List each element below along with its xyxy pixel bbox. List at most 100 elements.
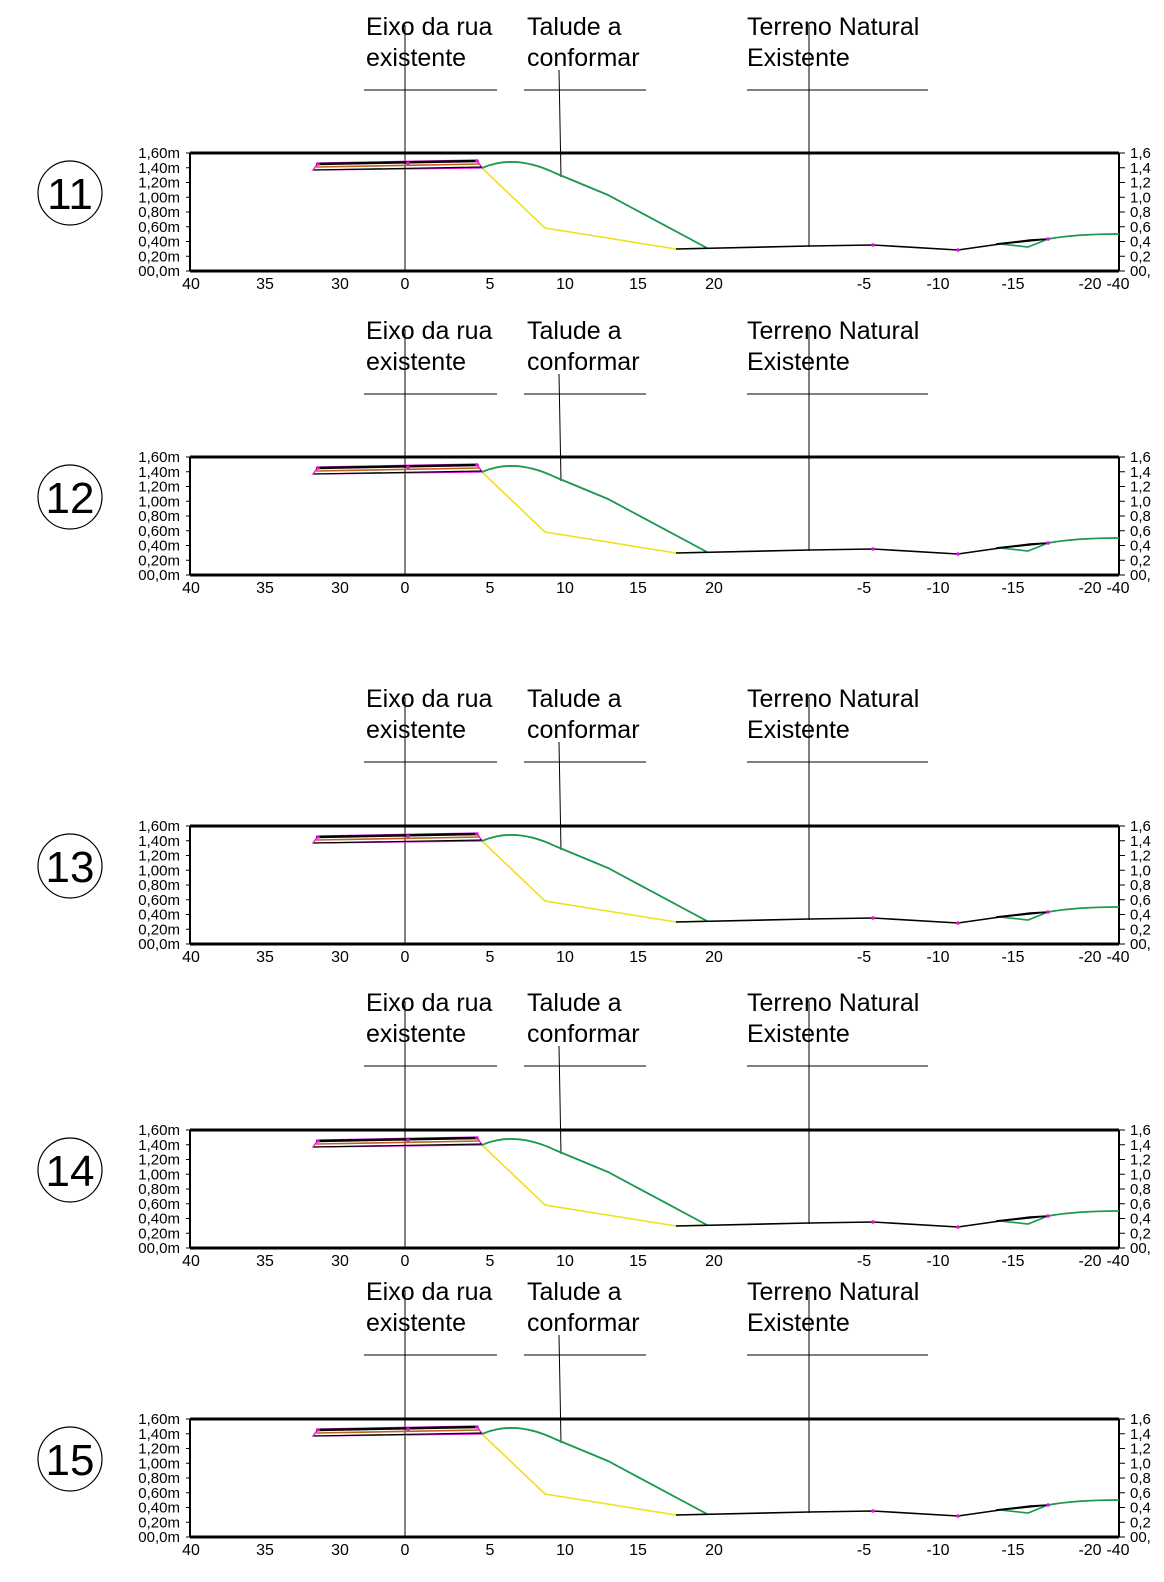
y-label-left: 1,00m [138, 1455, 180, 1472]
road-axis-label-2: existente [366, 1309, 466, 1337]
slope-label: Talude a [527, 685, 622, 713]
vertex-marker [871, 243, 875, 247]
y-label-right: 1,4 [1130, 1137, 1151, 1154]
x-tick-label: -15 [1001, 1253, 1024, 1270]
y-label-right: 1,4 [1130, 464, 1151, 481]
x-tick-label: 0 [401, 276, 410, 293]
vertex-marker [956, 552, 960, 556]
ditch-green [999, 1504, 1049, 1514]
x-tick-label: -20 [1078, 1542, 1101, 1559]
y-label-left: 0,60m [138, 523, 180, 540]
vertex-marker [316, 1139, 320, 1143]
x-tick-label: 0 [401, 1253, 410, 1270]
x-tick-label: -40 [1106, 580, 1129, 597]
x-tick-label: -40 [1106, 1542, 1129, 1559]
existing-terrain-right [1047, 233, 1120, 240]
existing-terrain-right [1047, 1210, 1120, 1217]
x-tick-label: -15 [1001, 1542, 1024, 1559]
vertex-marker [406, 465, 410, 469]
vertex-marker [871, 1509, 875, 1513]
x-tick-label: -20 [1078, 949, 1101, 966]
ditch-black [995, 911, 1049, 918]
y-label-right: 0,6 [1130, 1196, 1151, 1213]
ditch-black [995, 238, 1049, 245]
x-tick-label: 10 [556, 949, 574, 966]
x-tick-label: -10 [926, 580, 949, 597]
y-label-left: 0,40m [138, 1211, 180, 1228]
y-label-right: 1,0 [1130, 1166, 1151, 1183]
pavement-subbase [313, 470, 483, 475]
road-axis-label-2: existente [366, 348, 466, 376]
road-axis-label-2: existente [366, 1020, 466, 1048]
y-label-right: 0,8 [1130, 508, 1151, 525]
y-label-left: 1,20m [138, 175, 180, 192]
pavement-top [315, 463, 479, 470]
x-tick-label: 20 [705, 1542, 723, 1559]
road-axis-label: Eixo da rua [366, 989, 493, 1017]
y-label-right: 0,6 [1130, 1485, 1151, 1502]
x-tick-label: -10 [926, 949, 949, 966]
existing-terrain-left [481, 465, 708, 553]
y-label-left: 0,40m [138, 234, 180, 251]
terrain-label-2: Existente [747, 1309, 850, 1337]
x-tick-label: 35 [256, 580, 274, 597]
x-tick-label: 40 [182, 949, 200, 966]
y-label-left: 0,20m [138, 1225, 180, 1242]
slope-label: Talude a [527, 989, 622, 1017]
vertex-marker [475, 1136, 479, 1140]
y-label-left: 0,60m [138, 1196, 180, 1213]
y-label-right: 1,2 [1130, 479, 1151, 496]
y-label-right: 1,6 [1130, 1411, 1151, 1428]
y-label-right: 0,6 [1130, 892, 1151, 909]
y-label-right: 1,4 [1130, 833, 1151, 850]
pavement-subbase [313, 839, 483, 844]
y-label-right: 0,4 [1130, 234, 1151, 251]
x-tick-label: 15 [629, 949, 647, 966]
y-label-left: 00,0m [138, 936, 180, 953]
y-label-left: 00,0m [138, 567, 180, 584]
y-label-left: 1,40m [138, 1426, 180, 1443]
terrain-label: Terreno Natural [747, 685, 919, 713]
design-slope-line [481, 167, 708, 250]
slope-label-2: conformar [527, 1020, 640, 1048]
y-label-left: 0,20m [138, 248, 180, 265]
pavement-base [315, 467, 481, 472]
y-label-right: 0,8 [1130, 1181, 1151, 1198]
x-tick-label: 0 [401, 580, 410, 597]
slope-leader [558, 1045, 562, 1155]
vertex-marker [316, 1428, 320, 1432]
x-tick-label: 40 [182, 580, 200, 597]
y-label-left: 1,60m [138, 1411, 180, 1428]
section-number: 12 [46, 474, 95, 523]
y-label-left: 1,00m [138, 189, 180, 206]
ditch-green [999, 1215, 1049, 1225]
y-label-left: 1,20m [138, 479, 180, 496]
y-label-right: 0,8 [1130, 877, 1151, 894]
x-tick-label: -5 [857, 276, 871, 293]
y-label-left: 0,80m [138, 508, 180, 525]
y-label-right: 0,8 [1130, 1470, 1151, 1487]
y-label-right: 1,0 [1130, 862, 1151, 879]
x-tick-label: 0 [401, 1542, 410, 1559]
existing-terrain-left [481, 834, 708, 922]
y-label-left: 1,20m [138, 1152, 180, 1169]
y-label-right: 0,4 [1130, 907, 1151, 924]
x-tick-label: -15 [1001, 276, 1024, 293]
vertex-marker [1046, 1214, 1050, 1218]
ditch-green [999, 238, 1049, 248]
section-number: 11 [47, 170, 93, 219]
vertex-marker [956, 1225, 960, 1229]
y-label-left: 00,0m [138, 1529, 180, 1546]
x-tick-label: 40 [182, 1253, 200, 1270]
y-label-left: 1,00m [138, 862, 180, 879]
section-number-circle [37, 1426, 103, 1492]
y-label-right: 0,2 [1130, 921, 1151, 938]
slope-leader [558, 69, 562, 178]
vertex-marker [475, 159, 479, 163]
slope-leader [558, 373, 562, 482]
slope-leader [558, 1334, 562, 1444]
terrain-label-2: Existente [747, 348, 850, 376]
existing-terrain-left [481, 1138, 708, 1226]
y-label-right: 00, [1130, 936, 1151, 953]
